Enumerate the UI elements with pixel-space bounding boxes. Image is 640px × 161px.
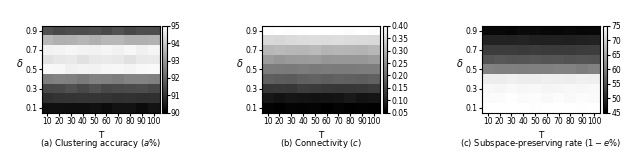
- Y-axis label: $\delta$: $\delta$: [16, 57, 24, 69]
- Y-axis label: $\delta$: $\delta$: [456, 57, 464, 69]
- X-axis label: T: T: [538, 131, 543, 140]
- X-axis label: T: T: [98, 131, 103, 140]
- Y-axis label: $\delta$: $\delta$: [236, 57, 244, 69]
- Title: (b) Connectivity ($c$): (b) Connectivity ($c$): [280, 137, 362, 150]
- Title: (a) Clustering accuracy ($a$%): (a) Clustering accuracy ($a$%): [40, 137, 161, 150]
- Title: (c) Subspace-preserving rate $(1 - e\%)$: (c) Subspace-preserving rate $(1 - e\%)$: [460, 137, 621, 150]
- X-axis label: T: T: [318, 131, 323, 140]
